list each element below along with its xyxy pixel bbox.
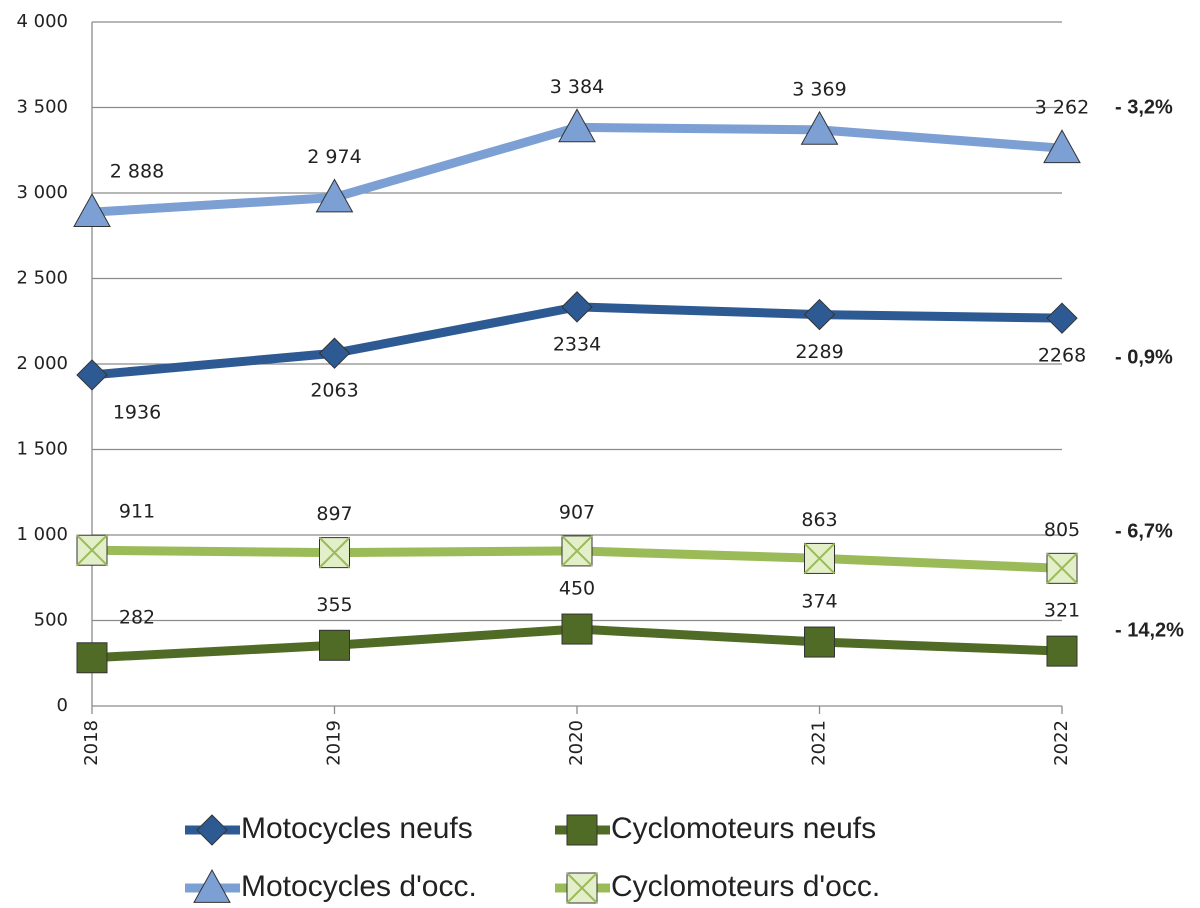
y-tick-label: 0	[57, 695, 68, 716]
change-label: - 6,7%	[1115, 521, 1173, 543]
data-label: 2268	[1038, 345, 1086, 367]
y-tick-label: 1 000	[16, 524, 68, 545]
marker	[1043, 129, 1081, 164]
y-tick-label: 500	[34, 610, 68, 631]
marker-cross	[76, 534, 108, 566]
legend-marker	[566, 872, 598, 904]
marker	[318, 337, 351, 369]
data-label: 863	[801, 509, 837, 531]
marker-cross	[561, 535, 593, 567]
x-tick-label: 2020	[566, 720, 587, 766]
marker-cross	[803, 542, 836, 575]
change-label: - 14,2%	[1115, 619, 1184, 641]
data-label: 1936	[113, 401, 161, 423]
marker-box	[561, 613, 593, 645]
legend-label: Cyclomoteurs d'occ.	[611, 870, 880, 903]
marker	[1046, 552, 1078, 585]
x-tick-label: 2022	[1051, 720, 1072, 766]
change-label: - 0,9%	[1115, 346, 1173, 368]
marker-box	[1046, 635, 1078, 667]
marker-box	[319, 629, 350, 661]
data-label: 2334	[553, 333, 601, 355]
data-label: 2 974	[307, 146, 361, 168]
marker-cross	[1046, 552, 1078, 585]
marker	[76, 359, 108, 391]
marker	[561, 291, 593, 323]
legend-marker	[566, 814, 598, 846]
marker	[1046, 302, 1078, 334]
y-tick-label: 2 500	[16, 268, 68, 289]
marker	[561, 613, 593, 645]
marker	[804, 626, 835, 658]
x-tick-label: 2019	[324, 720, 345, 766]
y-tick-label: 1 500	[16, 439, 68, 460]
data-label: 2063	[310, 380, 358, 402]
data-label: 897	[316, 503, 352, 525]
marker	[561, 535, 593, 567]
data-label: 3 384	[550, 76, 604, 98]
marker-cross	[566, 872, 598, 904]
y-tick-label: 3 000	[16, 182, 68, 203]
marker	[1046, 635, 1078, 667]
data-label: 2289	[795, 341, 843, 363]
marker	[73, 193, 111, 228]
x-tick-label: 2021	[809, 720, 830, 766]
legend-label: Motocycles neufs	[241, 812, 473, 845]
data-label: 3 369	[792, 78, 846, 100]
marker	[318, 536, 351, 569]
marker	[319, 629, 350, 661]
marker-box	[804, 626, 835, 658]
data-label: 282	[119, 606, 155, 628]
data-label: 355	[316, 594, 352, 616]
data-label: 321	[1044, 600, 1080, 622]
marker	[803, 298, 836, 331]
marker-cross	[318, 536, 351, 569]
y-tick-label: 3 500	[16, 97, 68, 118]
legend-marker	[193, 868, 231, 903]
marker	[76, 642, 108, 674]
marker	[803, 542, 836, 575]
marker	[76, 534, 108, 566]
data-label: 450	[559, 578, 595, 600]
marker-box	[76, 642, 108, 674]
marker-box	[566, 814, 598, 846]
change-label: - 3,2%	[1115, 96, 1173, 118]
data-label: 805	[1044, 519, 1080, 541]
marker	[558, 108, 596, 143]
marker	[315, 178, 354, 213]
data-label: 374	[801, 591, 837, 613]
data-label: 3 262	[1035, 97, 1089, 119]
legend-marker	[196, 814, 228, 846]
data-label: 907	[559, 501, 595, 523]
y-tick-label: 2 000	[16, 353, 68, 374]
y-tick-label: 4 000	[16, 11, 68, 32]
marker	[800, 110, 839, 145]
legend-label: Cyclomoteurs neufs	[611, 812, 876, 845]
x-tick-label: 2018	[81, 720, 102, 766]
data-label: 911	[119, 501, 155, 523]
legend-label: Motocycles d'occ.	[241, 870, 477, 903]
data-label: 2 888	[110, 161, 164, 183]
